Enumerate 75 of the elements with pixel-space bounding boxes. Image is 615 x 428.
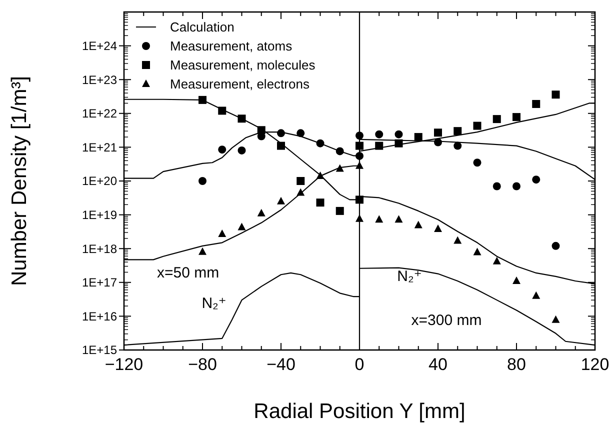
point [473,122,482,130]
point [296,177,305,185]
y-tick-label: 1E+19 [82,208,118,222]
point [218,106,226,115]
annotation: N₂⁺ [397,268,422,285]
x-axis-title: Radial Position Y [mm] [254,400,466,423]
annotation: x=50 mm [156,264,220,282]
annotation: x=300 mm [411,312,482,329]
point [375,130,384,138]
point [198,96,206,104]
y-tick-label: 1E+15 [82,343,118,358]
y-tick-label: 1E+18 [82,242,118,256]
annotation: N₂⁺ [202,294,226,312]
point [356,152,364,160]
point [434,224,442,232]
point [375,215,384,223]
point [336,164,344,172]
point [356,142,364,150]
point [394,130,403,138]
x-tick-label: 80 [507,355,526,374]
point [356,132,364,140]
point [492,115,501,124]
point [238,222,246,230]
point [316,198,324,207]
point [454,142,462,150]
y-tick-label: 1E+16 [82,309,118,324]
point [336,206,344,215]
y-tick-label: 1E+22 [82,106,118,121]
point [473,158,482,167]
x-tick-label: −40 [266,355,296,374]
point [532,176,540,184]
y-tick-label: 1E+23 [82,72,118,87]
point [356,196,364,204]
point [238,146,246,154]
point [492,182,501,190]
point [552,242,560,250]
point [512,182,520,190]
point [552,90,560,99]
legend-label: Calculation [170,20,234,35]
y-tick-label: 1E+21 [82,140,118,154]
x-tick-label: −120 [104,355,144,374]
y-tick-label: 1E+24 [82,39,118,53]
point [198,247,206,255]
point [414,133,422,142]
point [512,113,520,122]
legend-label: Measurement, molecules [170,58,316,73]
point [434,128,442,137]
point [218,146,226,154]
point [277,142,285,150]
point [356,214,364,222]
point [492,256,501,264]
point [532,291,540,299]
x-tick-label: 0 [354,355,364,374]
y-tick-label: 1E+17 [82,276,118,290]
x-tick-label: −80 [188,355,217,374]
legend-label: Measurement, atoms [170,38,293,54]
point [356,161,364,169]
x-tick-label: 40 [428,355,448,374]
point [454,236,462,244]
point [512,276,520,284]
point [277,196,285,204]
legend-label: Measurement, electrons [170,76,310,92]
y-tick-label: 1E+20 [82,174,118,188]
point [414,220,422,228]
point [532,100,540,108]
point [198,177,206,185]
point [552,315,560,323]
y-axis-title: Number Density [1/m³] [8,76,31,286]
point [394,215,403,223]
point [473,248,482,256]
point [257,208,266,216]
point [454,127,462,136]
point [218,230,226,238]
point [238,114,246,123]
x-tick-label: 120 [580,355,610,374]
